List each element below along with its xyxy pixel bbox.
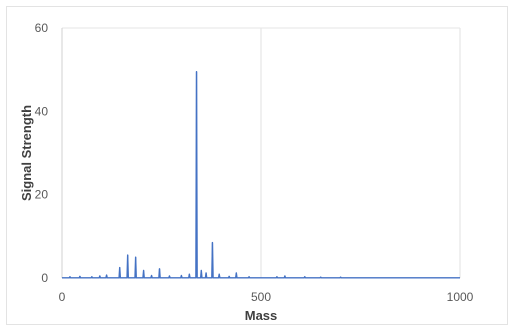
y-tick-label: 40 bbox=[35, 104, 49, 118]
series-layer bbox=[62, 71, 460, 279]
x-tick-label: 1000 bbox=[447, 290, 474, 304]
x-tick-label: 0 bbox=[59, 290, 66, 304]
tick-labels: 0 500 1000 0 20 40 60 bbox=[35, 21, 474, 304]
y-tick-label: 20 bbox=[35, 188, 49, 202]
x-tick-label: 500 bbox=[251, 290, 271, 304]
spectrum-chart: 0 500 1000 0 20 40 60 Mass Signal Strength bbox=[19, 21, 474, 323]
y-tick-label: 0 bbox=[41, 271, 48, 285]
y-tick-label: 60 bbox=[35, 21, 49, 35]
y-axis-title: Signal Strength bbox=[19, 105, 34, 201]
gridlines bbox=[62, 27, 461, 278]
chart-area: 0 500 1000 0 20 40 60 Mass Signal Strength bbox=[6, 6, 508, 325]
x-axis-title: Mass bbox=[245, 308, 278, 323]
